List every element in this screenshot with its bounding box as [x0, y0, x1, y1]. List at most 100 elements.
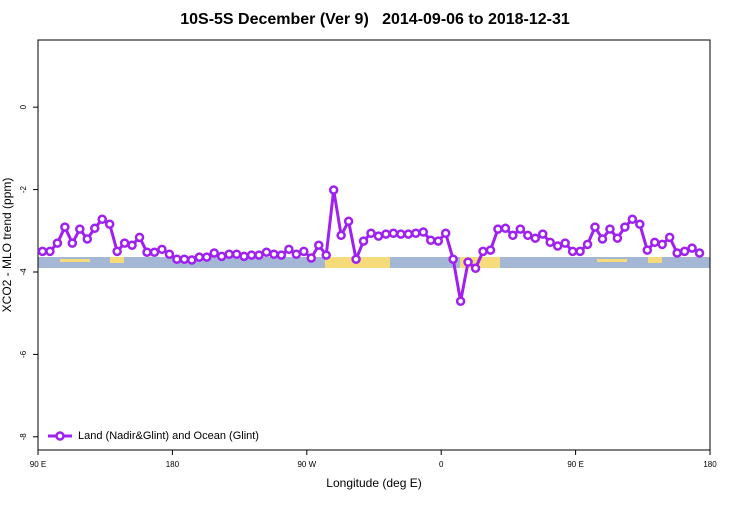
- y-tick-label: -8: [19, 433, 28, 441]
- data-point: [306, 253, 317, 263]
- data-point: [403, 229, 414, 239]
- land-strip: [460, 257, 500, 268]
- data-point: [187, 255, 197, 265]
- x-tick-label: 180: [166, 460, 180, 469]
- data-point: [67, 238, 78, 248]
- data-point: [664, 232, 675, 243]
- data-point: [396, 229, 406, 239]
- data-point: [276, 250, 287, 260]
- chart-title: 10S-5S December (Ver 9) 2014-09-06 to 20…: [180, 11, 570, 28]
- data-point: [209, 248, 219, 258]
- data-point: [455, 296, 466, 306]
- land-strip: [648, 257, 662, 263]
- data-point: [411, 228, 421, 239]
- data-point: [373, 231, 384, 241]
- data-point: [508, 230, 518, 241]
- data-point: [358, 236, 369, 246]
- data-point: [149, 247, 160, 257]
- y-axis-title: XCO2 - MLO trend (ppm): [0, 178, 14, 313]
- data-point: [485, 245, 496, 255]
- data-point: [515, 224, 526, 234]
- data-point: [261, 247, 272, 257]
- x-tick-label: 90 E: [30, 460, 46, 469]
- data-point: [552, 241, 563, 251]
- y-tick-label: 0: [19, 104, 28, 109]
- data-point: [291, 249, 302, 260]
- data-point: [336, 230, 346, 241]
- data-point: [328, 185, 339, 195]
- data-point: [254, 250, 264, 260]
- data-point: [60, 222, 70, 232]
- data-point: [679, 246, 690, 257]
- data-point: [164, 249, 175, 260]
- data-point: [687, 243, 697, 253]
- data-point: [366, 228, 376, 239]
- plot-frame: [37, 39, 711, 451]
- data-point: [239, 251, 249, 262]
- data-point: [269, 249, 279, 260]
- data-point: [493, 224, 503, 234]
- data-point: [597, 234, 608, 244]
- land-strip: [110, 257, 124, 263]
- data-point: [642, 245, 653, 255]
- data-point: [694, 248, 705, 258]
- data-point: [425, 235, 436, 246]
- data-point: [560, 238, 570, 248]
- data-point: [52, 238, 63, 248]
- data-point: [440, 228, 451, 239]
- legend-label: Land (Nadir&Glint) and Ocean (Glint): [78, 430, 259, 442]
- y-tick-label: -6: [19, 350, 28, 358]
- data-point: [127, 240, 137, 250]
- data-point: [582, 239, 593, 250]
- map-strip: [38, 257, 710, 268]
- data-point: [418, 227, 429, 237]
- data-point: [134, 232, 145, 243]
- data-point: [620, 222, 630, 232]
- data-point: [231, 249, 242, 260]
- data-point: [97, 214, 107, 224]
- data-point: [216, 251, 227, 262]
- data-point: [321, 250, 331, 260]
- data-point: [343, 216, 354, 227]
- data-point: [381, 229, 391, 239]
- data-point: [246, 250, 257, 260]
- data-point: [478, 246, 488, 257]
- data-point: [284, 244, 294, 255]
- data-point: [351, 254, 361, 264]
- data-point: [224, 249, 234, 260]
- data-point: [388, 228, 399, 239]
- data-point: [605, 224, 615, 234]
- data-point: [299, 246, 309, 257]
- data-point: [89, 223, 100, 234]
- data-point: [45, 246, 55, 257]
- legend-marker: [55, 431, 65, 441]
- data-point: [470, 263, 481, 274]
- data-line: [42, 189, 701, 302]
- x-tick-label: 90 W: [297, 460, 316, 469]
- data-point: [172, 254, 182, 264]
- data-point: [627, 214, 638, 224]
- data-point: [194, 252, 205, 262]
- data-point: [672, 248, 682, 258]
- data-point: [201, 252, 212, 262]
- data-point: [37, 246, 48, 257]
- data-point: [545, 237, 555, 248]
- x-tick-label: 180: [703, 460, 717, 469]
- data-point: [104, 219, 115, 229]
- data-point: [142, 247, 152, 257]
- data-point: [649, 237, 660, 248]
- data-point: [82, 234, 93, 244]
- land-strip: [60, 259, 90, 262]
- x-tick-label: 0: [439, 460, 444, 469]
- data-point: [500, 223, 511, 234]
- land-strip: [597, 259, 627, 262]
- y-tick-label: -4: [19, 268, 28, 276]
- data-point: [612, 233, 623, 243]
- data-point: [523, 230, 533, 241]
- x-tick-label: 90 E: [567, 460, 583, 469]
- data-point: [463, 257, 473, 267]
- data-point: [537, 229, 548, 239]
- data-point: [119, 238, 130, 248]
- data-point: [567, 246, 578, 257]
